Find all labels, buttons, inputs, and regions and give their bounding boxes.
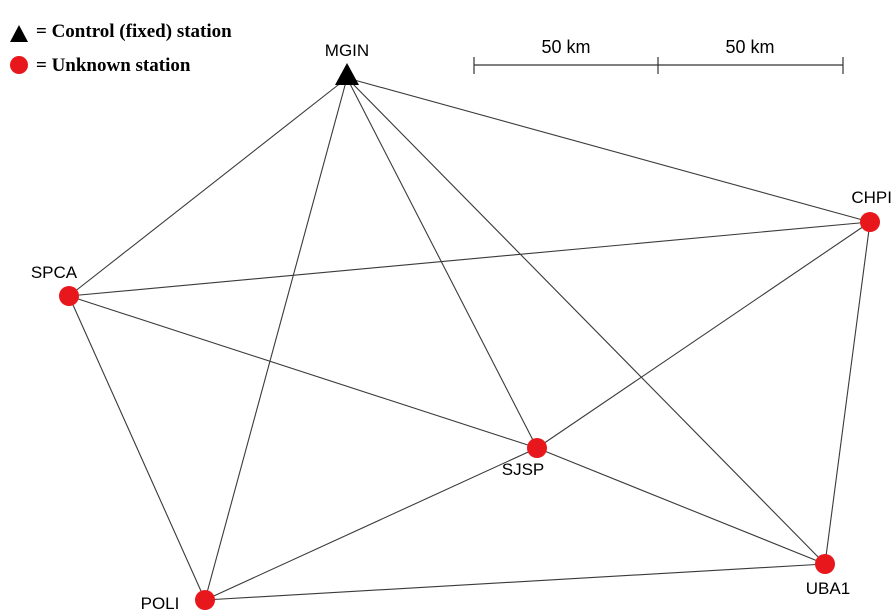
baseline-chpi-uba1 xyxy=(824,221,871,565)
station-label-spca: SPCA xyxy=(31,263,78,282)
legend: = Control (fixed) station = Unknown stat… xyxy=(10,21,232,76)
baseline-spca-chpi xyxy=(68,221,871,297)
station-label-uba1: UBA1 xyxy=(806,579,850,598)
station-marker-chpi-circle-icon xyxy=(860,212,880,232)
scale-bar-label-2: 50 km xyxy=(725,37,774,57)
station-marker-spca-circle-icon xyxy=(59,286,79,306)
station-marker-poli-circle-icon xyxy=(195,590,215,610)
baseline-mgin-spca xyxy=(68,77,348,297)
baseline-chpi-sjsp xyxy=(536,221,871,449)
legend-unknown-text: = Unknown station xyxy=(36,55,191,76)
baseline-sjsp-poli xyxy=(204,447,538,601)
baseline-spca-poli xyxy=(68,295,206,601)
scale-bar-label-1: 50 km xyxy=(541,37,590,57)
scale-bar: 50 km 50 km xyxy=(473,37,844,74)
baselines-group xyxy=(68,77,871,601)
baseline-mgin-poli xyxy=(204,77,348,601)
station-marker-uba1-circle-icon xyxy=(815,554,835,574)
baseline-mgin-uba1 xyxy=(346,77,826,565)
legend-control-text: = Control (fixed) station xyxy=(36,21,232,42)
station-label-mgin: MGIN xyxy=(325,41,369,60)
baseline-sjsp-uba1 xyxy=(536,447,826,565)
station-marker-sjsp-circle-icon xyxy=(527,438,547,458)
station-label-poli: POLI xyxy=(141,594,180,612)
baseline-spca-sjsp xyxy=(68,295,538,449)
baseline-poli-uba1 xyxy=(204,563,826,601)
stations-group: MGIN CHPI SPCA SJSP UBA1 POLI xyxy=(31,41,892,612)
unknown-station-circle-icon xyxy=(10,56,28,74)
baseline-mgin-chpi xyxy=(346,77,871,223)
baseline-mgin-sjsp xyxy=(346,77,538,449)
station-label-sjsp: SJSP xyxy=(502,460,545,479)
station-marker-mgin-triangle-icon xyxy=(335,63,359,85)
station-label-chpi: CHPI xyxy=(851,188,892,207)
control-station-triangle-icon xyxy=(10,25,28,42)
